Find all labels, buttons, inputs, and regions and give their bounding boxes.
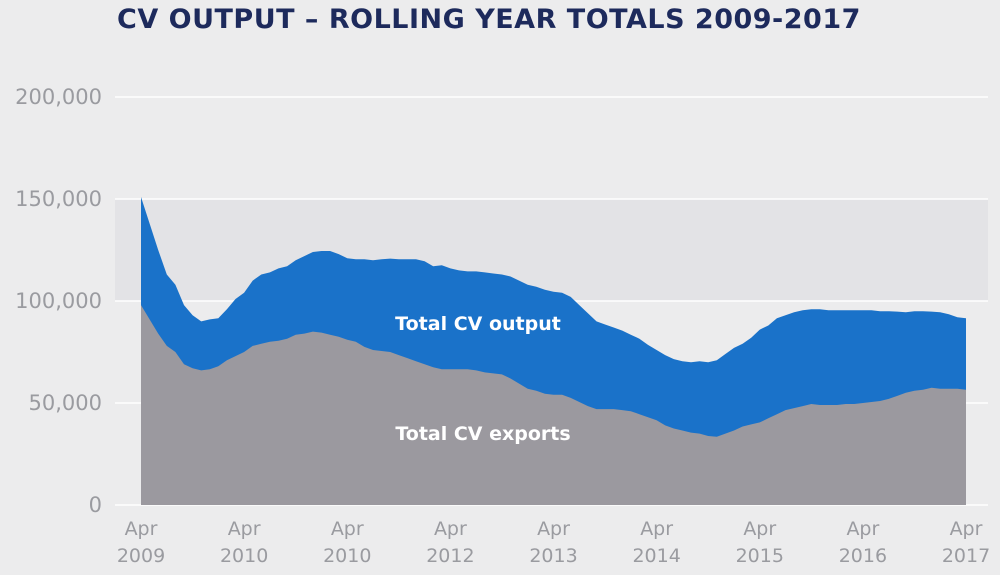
x-tick-month: Apr <box>434 518 467 540</box>
x-tick-year: 2010 <box>220 545 268 567</box>
x-tick-year: 2009 <box>117 545 165 567</box>
x-tick-year: 2010 <box>323 545 371 567</box>
x-tick-year: 2017 <box>942 545 990 567</box>
x-tick-year: 2013 <box>529 545 577 567</box>
x-tick-month: Apr <box>640 518 673 540</box>
x-tick-month: Apr <box>228 518 261 540</box>
x-tick-year: 2014 <box>632 545 680 567</box>
x-tick-month: Apr <box>537 518 570 540</box>
x-tick-month: Apr <box>331 518 364 540</box>
x-tick-year: 2015 <box>736 545 784 567</box>
y-tick-label: 50,000 <box>29 391 102 415</box>
y-axis: 200,000 150,000 100,000 50,000 0 <box>15 85 102 517</box>
x-tick-year: 2012 <box>426 545 474 567</box>
highlight-band <box>115 199 988 301</box>
y-tick-label: 0 <box>89 493 102 517</box>
y-tick-label: 200,000 <box>15 85 102 109</box>
total-cv-exports-area <box>141 305 966 505</box>
x-tick-month: Apr <box>950 518 983 540</box>
x-axis: Apr 2009 Apr 2010 Apr 2010 Apr 2012 Apr 2013 Apr 20… <box>117 518 990 567</box>
x-tick-month: Apr <box>846 518 879 540</box>
x-tick-month: Apr <box>125 518 158 540</box>
y-tick-label: 100,000 <box>15 289 102 313</box>
exports-area-label: Total CV exports <box>395 423 570 445</box>
chart-title: CV OUTPUT – ROLLING YEAR TOTALS 2009-201… <box>117 4 861 35</box>
output-area-label: Total CV output <box>395 313 561 335</box>
x-tick-month: Apr <box>743 518 776 540</box>
y-tick-label: 150,000 <box>15 187 102 211</box>
x-tick-year: 2016 <box>839 545 887 567</box>
